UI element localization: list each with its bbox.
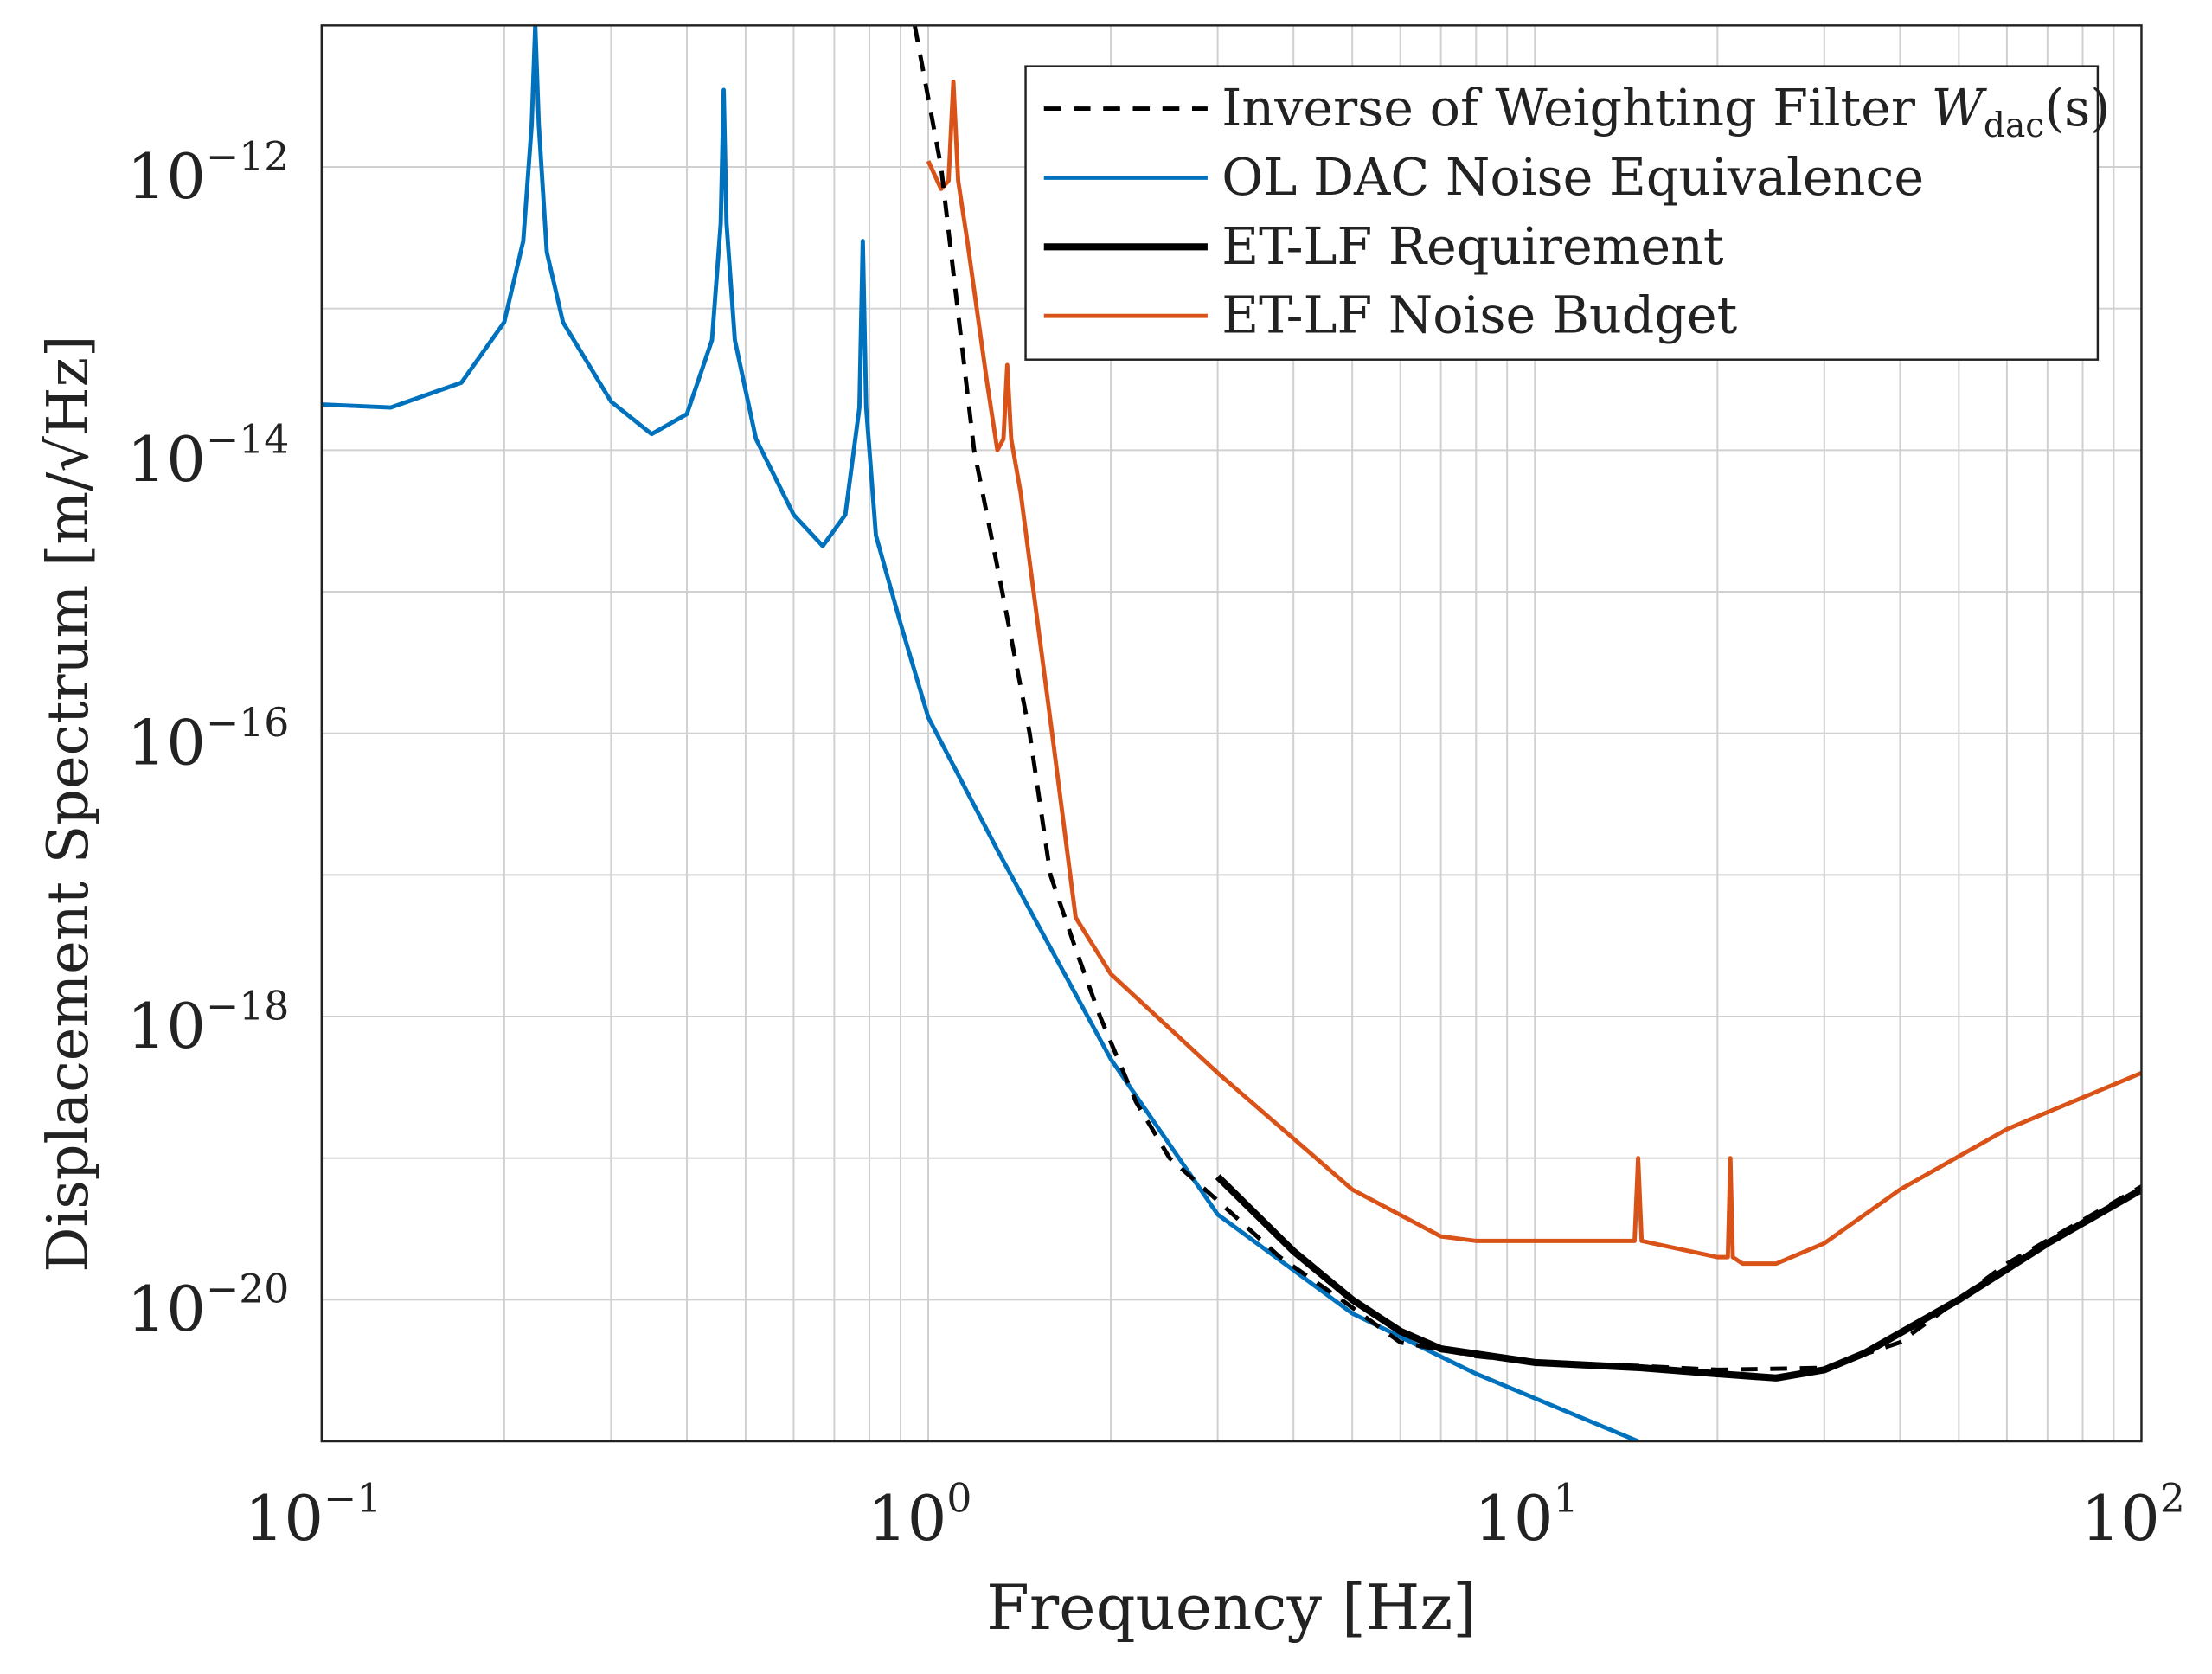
series-line-inverse-of-weighting-filter-w-dac-s- (912, 25, 2142, 1372)
y-tick-label: 10−14 (127, 417, 290, 497)
legend-label: ET-LF Noise Budget (1221, 286, 1737, 345)
y-tick-label: 10−16 (127, 700, 290, 779)
series-line-et-lf-requirement (1215, 1174, 2142, 1382)
series-line-et-lf-noise-budget (926, 80, 2142, 1267)
x-tick-label: 102 (2081, 1476, 2185, 1555)
series-group (321, 25, 2142, 1442)
x-tick-label: 10−1 (245, 1476, 382, 1555)
legend-box (1024, 65, 2100, 361)
x-tick-label: 101 (1474, 1476, 1578, 1555)
x-tick-labels: 10−1 100 101 102 (245, 1476, 2185, 1555)
legend: Inverse of Weighting Filter Wdac(s)OL DA… (1024, 65, 2110, 361)
legend-label: OL DAC Noise Equivalence (1221, 148, 1924, 207)
y-tick-labels: 10−12 10−14 10−16 10−18 10−20 (127, 133, 290, 1345)
y-tick-label: 10−18 (127, 983, 290, 1062)
legend-label: Inverse of Weighting Filter Wdac(s) (1221, 79, 2110, 145)
legend-label: ET-LF Requirement (1221, 217, 1724, 276)
x-axis-label: Frequency [Hz] (986, 1571, 1477, 1644)
y-axis-label: Displacement Spectrum [m/√Hz] (35, 336, 101, 1273)
plot-frame (320, 24, 2143, 1443)
x-tick-label: 100 (868, 1476, 971, 1555)
y-tick-label: 10−20 (127, 1267, 290, 1346)
series-line-ol-dac-noise-equivalence (321, 25, 1639, 1442)
y-tick-label: 10−12 (127, 133, 290, 213)
